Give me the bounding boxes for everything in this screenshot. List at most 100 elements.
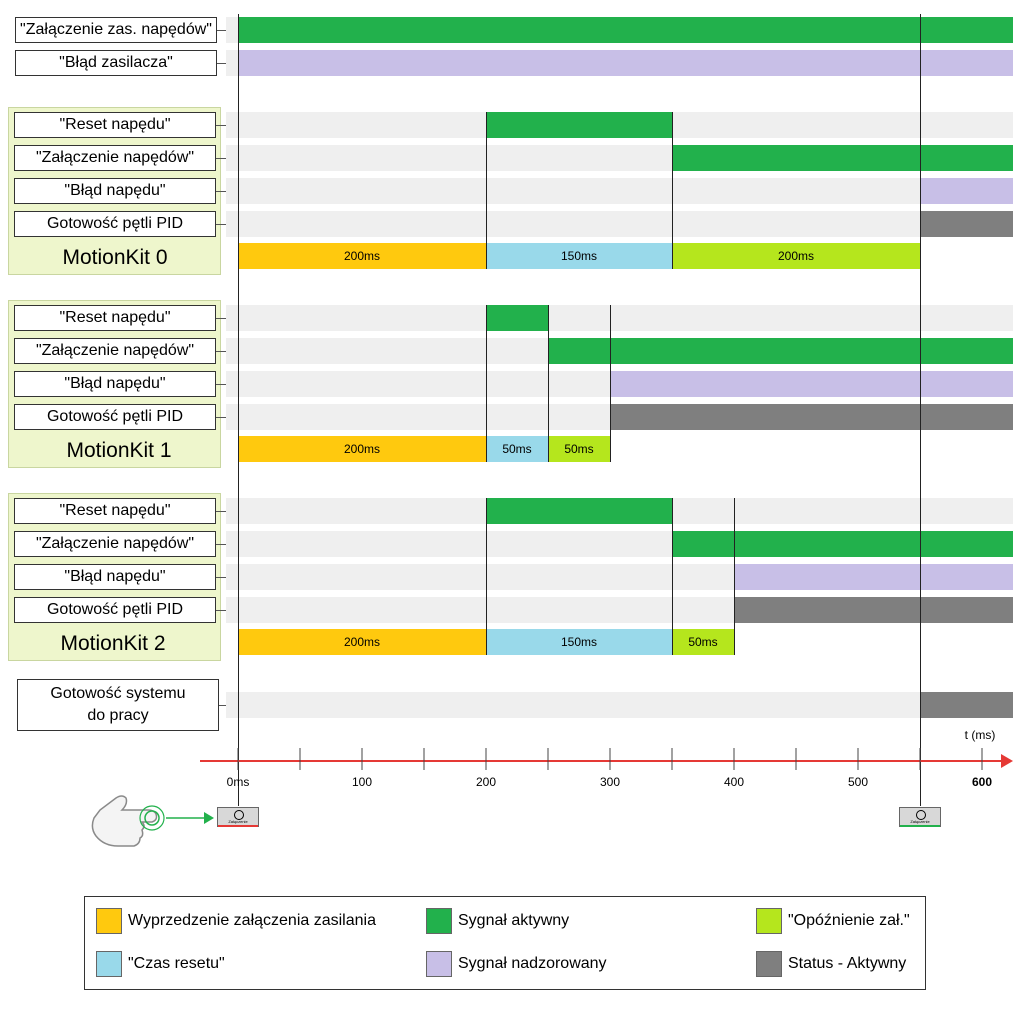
signal-segment xyxy=(610,371,1013,397)
label-connector xyxy=(216,125,227,126)
signal-label: "Reset napędu" xyxy=(14,112,216,138)
axis-arrowhead xyxy=(1001,754,1013,768)
signal-segment xyxy=(734,597,1013,623)
legend-item: "Czas resetu" xyxy=(96,951,225,977)
button-caption: Załączenie xyxy=(228,819,248,824)
time-marker-line xyxy=(238,14,239,806)
duration-bar: 200ms xyxy=(672,243,920,269)
legend-item: Sygnał aktywny xyxy=(426,908,569,934)
system-ready-line-2: do pracy xyxy=(87,707,149,724)
label-connector xyxy=(216,318,227,319)
signal-label: "Załączenie napędów" xyxy=(14,338,216,364)
axis-tick-label: 400 xyxy=(723,775,745,789)
label-connector xyxy=(216,544,227,545)
signal-label: "Reset napędu" xyxy=(14,305,216,331)
legend-item: "Opóźnienie zał." xyxy=(756,908,910,934)
signal-segment xyxy=(548,338,1013,364)
transition-line xyxy=(672,112,673,269)
label-connector xyxy=(216,384,227,385)
legend-swatch xyxy=(756,951,782,977)
legend-label: Sygnał aktywny xyxy=(458,912,570,929)
signal-label: Gotowość pętli PID xyxy=(14,211,216,237)
legend-swatch xyxy=(756,908,782,934)
transition-line xyxy=(548,305,549,462)
button-state-bar xyxy=(218,825,258,827)
signal-segment xyxy=(238,17,1013,43)
signal-label: "Reset napędu" xyxy=(14,498,216,524)
power-on-button[interactable]: Załączenie xyxy=(899,807,941,827)
transition-line xyxy=(734,498,735,655)
signal-segment xyxy=(486,305,548,331)
legend-swatch xyxy=(426,908,452,934)
signal-label: Gotowość pętli PID xyxy=(14,404,216,430)
transition-line xyxy=(610,305,611,462)
signal-label: "Błąd napędu" xyxy=(14,564,216,590)
label-connector xyxy=(216,511,227,512)
legend-label: "Czas resetu" xyxy=(128,955,225,972)
label-connector xyxy=(216,224,227,225)
label-connector xyxy=(217,30,227,31)
label-connector xyxy=(216,351,227,352)
duration-bar: 50ms xyxy=(548,436,610,462)
axis-tick-label: 0ms xyxy=(226,775,250,789)
system-ready-line-1: Gotowość systemu xyxy=(50,685,186,702)
signal-segment xyxy=(920,178,1013,204)
legend-item: Sygnał nadzorowany xyxy=(426,951,607,977)
label-connector xyxy=(216,577,227,578)
legend-label: "Opóźnienie zał." xyxy=(788,912,910,929)
transition-line xyxy=(486,498,487,655)
signal-label: "Błąd napędu" xyxy=(14,371,216,397)
signal-segment xyxy=(672,531,1013,557)
label-connector xyxy=(216,417,227,418)
axis-tick-label: 200 xyxy=(475,775,497,789)
signal-segment xyxy=(672,145,1013,171)
legend-item: Wyprzedzenie załączenia zasilania xyxy=(96,908,376,934)
label-connector xyxy=(216,191,227,192)
duration-bar: 150ms xyxy=(486,629,672,655)
transition-line xyxy=(672,498,673,655)
hand-pointer-icon xyxy=(91,795,214,847)
duration-bar: 200ms xyxy=(238,243,486,269)
signal-label-power-enable: "Załączenie zas. napędów" xyxy=(15,17,217,43)
signal-label-psu-error: "Błąd zasilacza" xyxy=(15,50,217,76)
axis-tick-label: 100 xyxy=(351,775,373,789)
lane-system-ready xyxy=(226,692,1013,718)
power-icon xyxy=(234,810,244,820)
signal-lane xyxy=(226,305,1013,331)
legend-label: Wyprzedzenie załączenia zasilania xyxy=(128,912,376,929)
signal-segment xyxy=(920,692,1013,718)
signal-lane xyxy=(226,178,1013,204)
duration-bar: 200ms xyxy=(238,629,486,655)
legend-item: Status - Aktywny xyxy=(756,951,906,977)
signal-segment xyxy=(920,211,1013,237)
duration-bar: 200ms xyxy=(238,436,486,462)
group-name-motionkit-2: MotionKit 2 xyxy=(60,632,166,655)
duration-bar: 150ms xyxy=(486,243,672,269)
axis-tick-label: 300 xyxy=(599,775,621,789)
button-caption: Załączenie xyxy=(910,819,930,824)
transition-line xyxy=(486,305,487,462)
signal-label: "Załączenie napędów" xyxy=(14,145,216,171)
time-marker-line xyxy=(920,14,921,806)
label-connector xyxy=(217,63,227,64)
duration-bar: 50ms xyxy=(486,436,548,462)
signal-label: "Błąd napędu" xyxy=(14,178,216,204)
signal-segment xyxy=(486,498,672,524)
legend-swatch xyxy=(96,951,122,977)
legend-label: Status - Aktywny xyxy=(788,955,907,972)
power-on-button[interactable]: Załączenie xyxy=(217,807,259,827)
legend-label: Sygnał nadzorowany xyxy=(458,955,607,972)
signal-segment xyxy=(238,50,1013,76)
signal-label: Gotowość pętli PID xyxy=(14,597,216,623)
group-name-motionkit-1: MotionKit 1 xyxy=(66,439,172,462)
signal-label: "Załączenie napędów" xyxy=(14,531,216,557)
signal-segment xyxy=(610,404,1013,430)
power-icon xyxy=(916,810,926,820)
label-connector xyxy=(219,705,227,706)
legend-swatch xyxy=(426,951,452,977)
duration-bar: 50ms xyxy=(672,629,734,655)
button-state-bar xyxy=(900,825,940,827)
transition-line xyxy=(486,112,487,269)
axis-unit-label: t (ms) xyxy=(964,728,996,742)
